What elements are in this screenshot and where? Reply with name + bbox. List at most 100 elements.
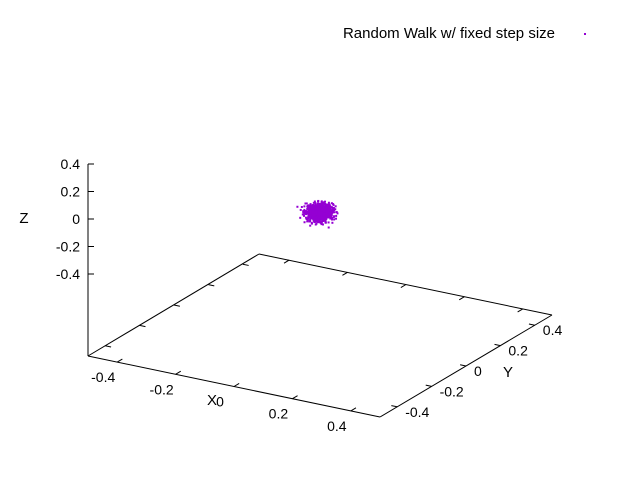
data-point (314, 223, 317, 226)
data-point (320, 208, 323, 211)
data-point (314, 213, 317, 216)
data-point (299, 208, 302, 211)
data-point (323, 216, 326, 219)
x-tick-label: 0 (216, 394, 224, 410)
data-point (318, 221, 321, 224)
data-point (334, 208, 337, 211)
data-point (309, 215, 312, 218)
data-point (305, 211, 308, 214)
data-point (316, 215, 319, 218)
data-point (318, 207, 321, 210)
data-point (314, 208, 317, 211)
data-point (314, 206, 317, 209)
data-point (318, 218, 321, 221)
data-point (320, 205, 323, 208)
data-point (320, 209, 323, 212)
data-point (320, 221, 323, 224)
data-point (327, 221, 330, 224)
data-point (323, 218, 326, 221)
x-tick-mark-back (400, 284, 407, 288)
data-point (312, 211, 315, 214)
data-point (307, 213, 310, 216)
data-point (312, 216, 315, 219)
data-point (308, 205, 311, 208)
x-tick-mark-back (342, 271, 348, 276)
data-point (320, 223, 323, 226)
data-point (315, 211, 318, 214)
data-point (324, 221, 327, 224)
data-point (329, 211, 332, 214)
data-point (319, 206, 322, 209)
data-point (303, 212, 306, 215)
y-tick-mark-back (105, 345, 112, 348)
data-point (314, 219, 317, 222)
data-point (316, 220, 319, 223)
data-point (331, 218, 334, 221)
data-point (325, 209, 328, 212)
z-tick-label: -0.2 (56, 239, 80, 255)
data-point (327, 226, 330, 229)
data-point (303, 208, 306, 211)
z-axis: 0.4 0.2 0 -0.2 -0.4 Z (19, 156, 94, 356)
data-point (322, 208, 325, 211)
data-point (321, 223, 324, 226)
data-point (323, 210, 326, 213)
x-tick-mark-back (517, 308, 524, 313)
x-tick-label: -0.4 (91, 369, 115, 385)
data-point (304, 202, 307, 205)
data-point (330, 214, 333, 217)
data-point (325, 212, 328, 215)
data-point (331, 221, 334, 224)
x-tick-label: -0.2 (150, 381, 174, 397)
y-tick-mark (425, 384, 432, 387)
data-point (316, 214, 319, 217)
data-point (302, 210, 305, 213)
data-point (321, 218, 324, 221)
y-tick-mark-back (242, 263, 249, 266)
z-tick-label: 0.2 (61, 184, 81, 200)
data-point (318, 202, 321, 205)
data-point (303, 214, 306, 217)
data-point (320, 213, 323, 216)
data-point (317, 216, 320, 219)
data-point (330, 216, 333, 219)
data-point (327, 209, 330, 212)
data-point (320, 201, 323, 204)
data-point (310, 214, 313, 217)
data-point (305, 217, 308, 220)
data-point (305, 213, 308, 216)
data-point (307, 211, 310, 214)
data-point (331, 208, 334, 211)
data-point (315, 219, 318, 222)
z-axis-title: Z (19, 210, 28, 227)
data-point (305, 202, 308, 205)
data-point (329, 217, 332, 220)
data-point (319, 211, 322, 214)
data-point (310, 207, 313, 210)
data-point (307, 205, 310, 208)
data-point (320, 200, 323, 203)
y-tick-mark-back (139, 324, 146, 328)
data-point (314, 216, 317, 219)
data-point (320, 216, 323, 219)
data-point (313, 200, 316, 203)
x-tick-mark (116, 358, 123, 363)
y-tick-mark (528, 323, 535, 326)
y-tick-label: -0.4 (405, 404, 429, 420)
z-tick-label: 0 (72, 211, 80, 227)
data-point (313, 217, 316, 220)
data-point (309, 224, 312, 227)
y-tick-label: 0 (474, 363, 482, 379)
data-point (322, 202, 325, 205)
data-point (311, 211, 314, 214)
data-point (316, 204, 319, 207)
data-point (306, 220, 309, 223)
data-point (316, 211, 319, 214)
data-point (325, 217, 328, 220)
data-point (328, 203, 331, 206)
data-point (332, 203, 335, 206)
data-point (311, 205, 314, 208)
y-tick-label: 0.2 (508, 343, 528, 359)
base-plane: -0.4 -0.2 0 0.2 0.4 -0.4 -0.2 0 0.2 0.4 X Y (87, 253, 562, 434)
data-point (308, 212, 311, 215)
